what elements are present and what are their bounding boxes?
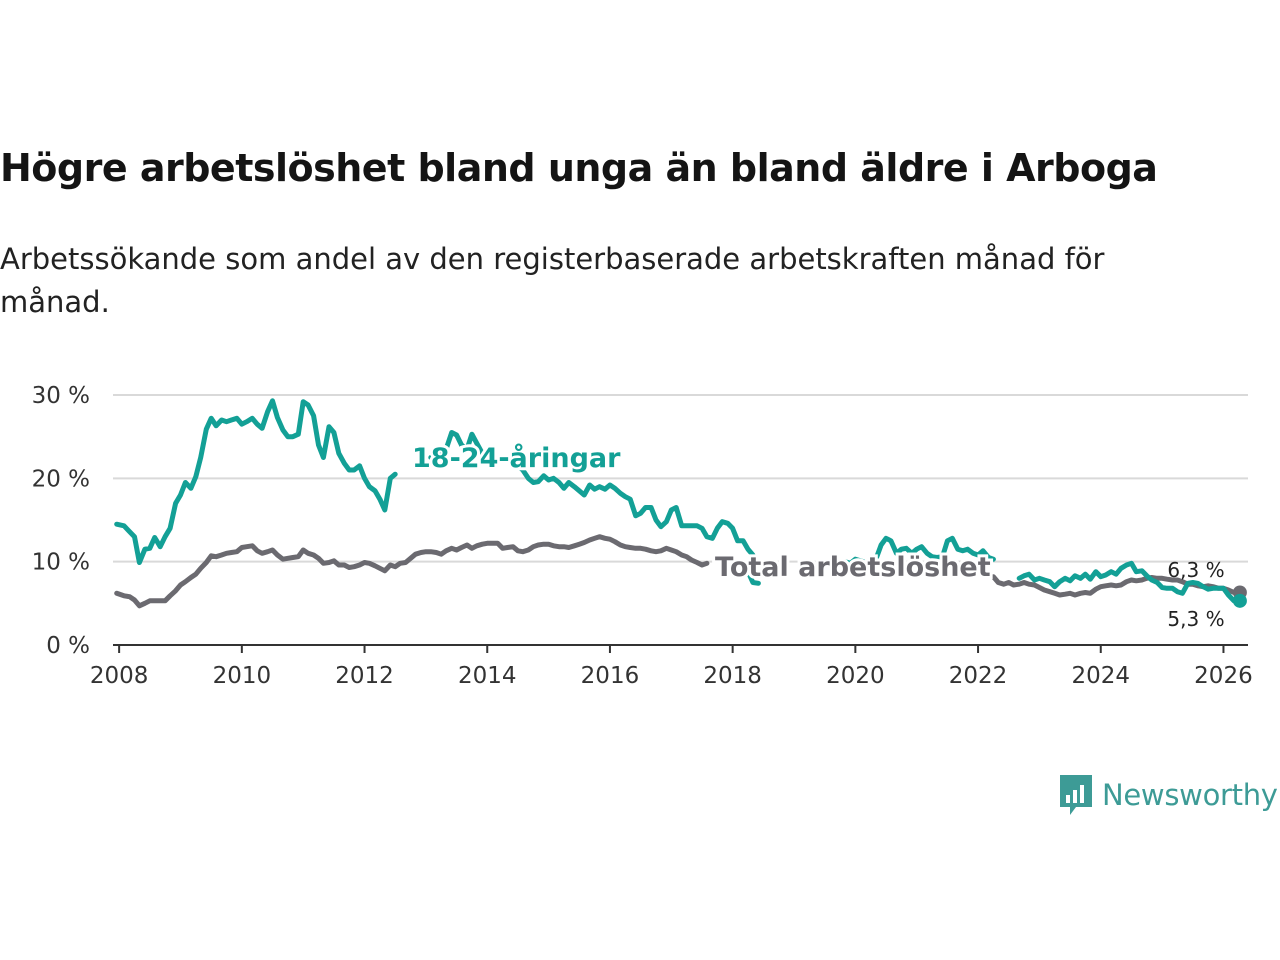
x-tick-label: 2010 [213, 663, 272, 689]
series-lines [114, 398, 1237, 609]
chart-title: Högre arbetslöshet bland unga än bland ä… [0, 146, 1158, 190]
series-line-18-24 [515, 463, 756, 558]
x-tick-label: 2012 [335, 663, 394, 689]
series-line-total [114, 534, 710, 609]
grid-lines [113, 394, 1248, 563]
line-chart: 0 % 10 % 20 % 30 % 2008 2010 2012 2014 2016 2018 2… [32, 383, 1253, 689]
x-tick-label: 2008 [90, 663, 149, 689]
y-tick-label: 10 % [32, 550, 90, 576]
series-line-18-24 [428, 430, 485, 463]
axes: 0 % 10 % 20 % 30 % 2008 2010 2012 2014 2016 2018 2… [32, 383, 1253, 689]
series-label-total: Total arbetslöshet [715, 552, 991, 583]
newsworthy-logo: Newsworthy [1058, 773, 1278, 817]
newsworthy-logo-icon [1060, 775, 1092, 815]
series-line-18-24 [745, 569, 761, 586]
series-line-18-24 [1016, 560, 1237, 604]
y-tick-label: 0 % [46, 633, 90, 659]
chart-subtitle: Arbetssökande som andel av den registerb… [0, 242, 1105, 319]
end-markers: 6,3 % 5,3 % [1167, 558, 1247, 631]
end-label-total: 6,3 % [1167, 558, 1224, 582]
x-tick-label: 2016 [581, 663, 640, 689]
series-line-18-24 [114, 398, 398, 565]
x-tick-label: 2014 [458, 663, 517, 689]
series-line-18-24 [842, 535, 996, 566]
y-tick-label: 30 % [32, 383, 90, 409]
x-tick-label: 2022 [949, 663, 1008, 689]
end-marker-18-24 [1232, 593, 1247, 608]
x-tick-label: 2026 [1194, 663, 1253, 689]
end-label-18-24: 5,3 % [1167, 607, 1224, 631]
series-labels: 18-24-åringar Total arbetslöshet [409, 439, 994, 586]
series-label-18-24: 18-24-åringar [412, 442, 621, 474]
x-tick-label: 2018 [703, 663, 762, 689]
x-tick-label: 2024 [1071, 663, 1130, 689]
y-tick-label: 20 % [32, 466, 90, 492]
x-tick-label: 2020 [826, 663, 885, 689]
logo-text: Newsworthy [1102, 778, 1278, 812]
